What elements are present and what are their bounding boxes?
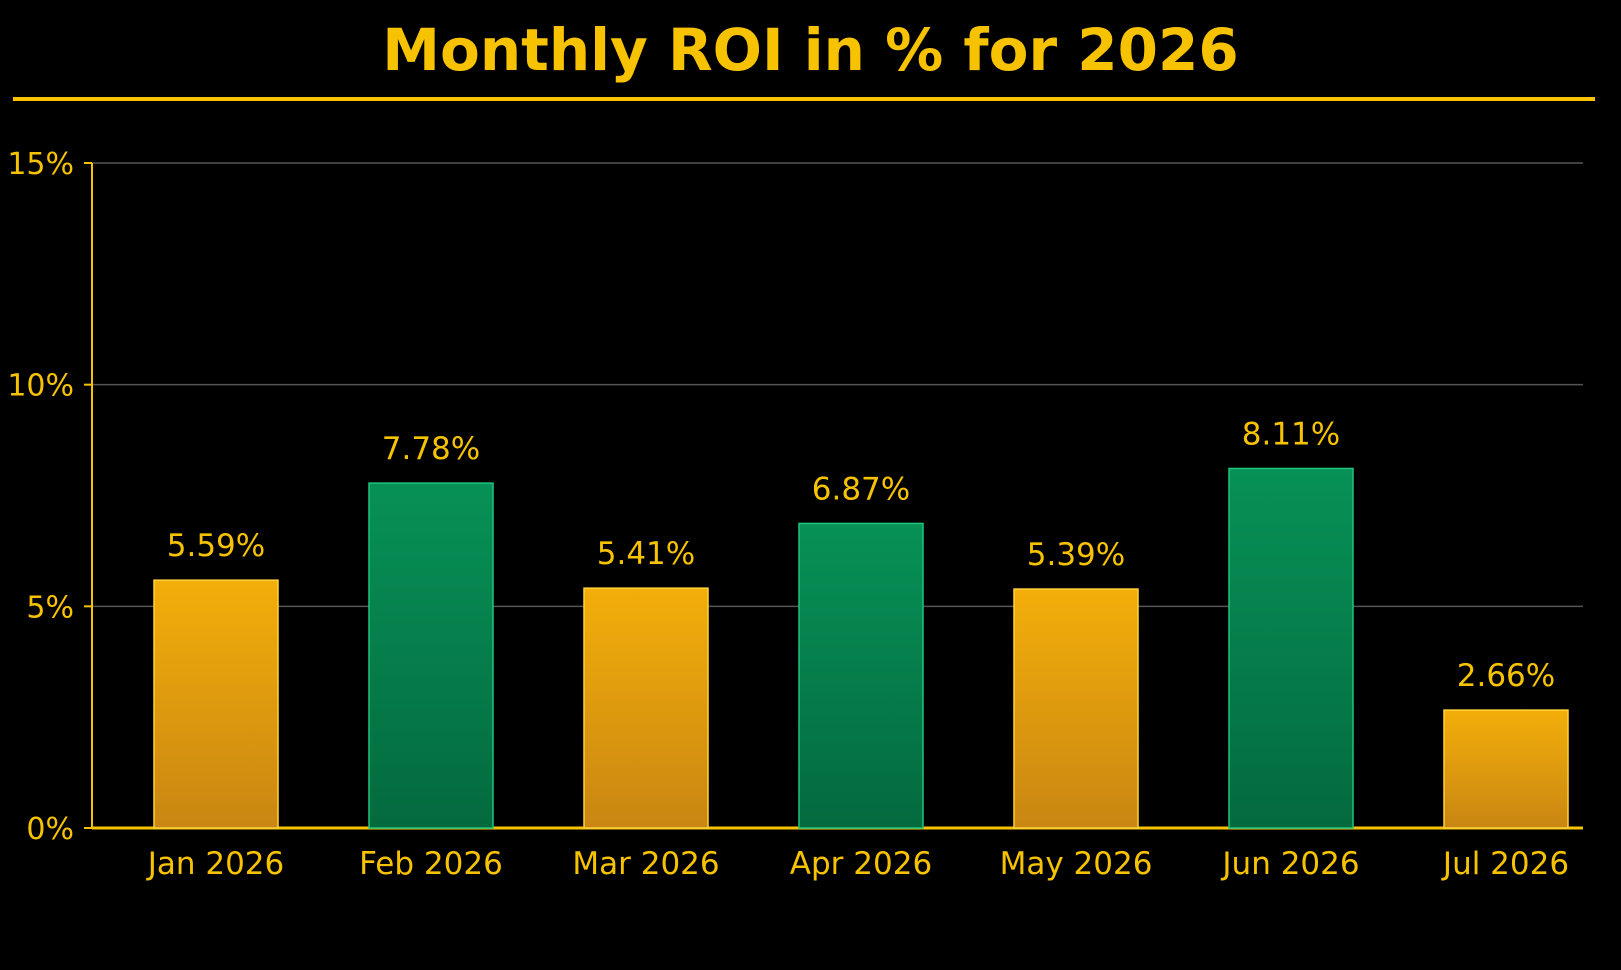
bar-mar-2026: [583, 587, 709, 829]
y-tick-label: 5%: [26, 590, 74, 625]
bar-value-label: 6.87%: [812, 471, 910, 507]
x-category-label: Apr 2026: [790, 846, 932, 882]
y-tick-label: 0%: [26, 812, 74, 847]
x-category-label: May 2026: [1000, 846, 1153, 882]
y-tick-label: 10%: [7, 369, 74, 404]
bar-value-label: 5.41%: [597, 536, 695, 572]
bar-value-label: 7.78%: [382, 431, 480, 467]
bar-value-label: 2.66%: [1457, 658, 1555, 694]
chart-title: Monthly ROI in % for 2026: [382, 16, 1239, 84]
bar-value-label: 8.11%: [1242, 416, 1340, 452]
bar-value-label: 5.39%: [1027, 537, 1125, 573]
bar-jul-2026: [1443, 709, 1569, 829]
x-category-label: Jul 2026: [1441, 846, 1569, 882]
y-tick-label: 15%: [7, 147, 74, 182]
bar-feb-2026: [368, 482, 494, 829]
bars: [153, 467, 1569, 829]
x-category-label: Mar 2026: [572, 846, 719, 882]
bar-may-2026: [1013, 588, 1139, 829]
bar-jun-2026: [1228, 467, 1354, 829]
bar-jan-2026: [153, 579, 279, 829]
x-category-label: Jun 2026: [1220, 846, 1359, 882]
labels: 0% 5% 10% 15% 5.59% Jan 2026 7.78% Feb 2026 5.41…: [7, 147, 1569, 882]
bar-apr-2026: [798, 522, 924, 829]
x-category-label: Jan 2026: [146, 846, 285, 882]
bar-value-label: 5.59%: [167, 528, 265, 564]
x-category-label: Feb 2026: [359, 846, 503, 882]
title-underline: [13, 97, 1595, 101]
